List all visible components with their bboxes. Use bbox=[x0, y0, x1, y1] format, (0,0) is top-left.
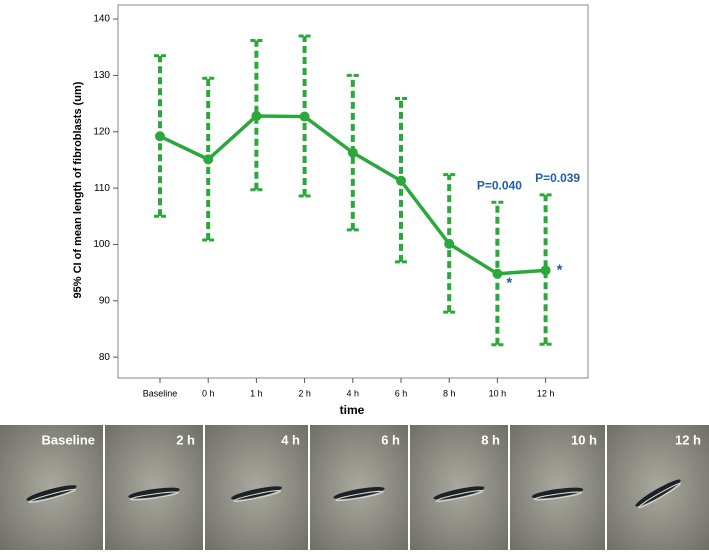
micrograph bbox=[410, 425, 508, 550]
x-tick-label: 1 h bbox=[250, 388, 263, 398]
cell bbox=[333, 487, 385, 499]
x-axis-title: time bbox=[340, 403, 365, 417]
mean-point bbox=[155, 131, 165, 142]
mean-point bbox=[540, 265, 551, 276]
y-tick-label: 90 bbox=[99, 295, 111, 306]
x-tick-label: 2 h bbox=[298, 388, 311, 398]
micrograph bbox=[510, 425, 605, 550]
mean-point bbox=[347, 147, 358, 158]
cell-halo bbox=[638, 482, 681, 509]
cell-halo bbox=[335, 490, 384, 502]
p-value: P=0.040 bbox=[477, 178, 522, 192]
micrograph bbox=[310, 425, 408, 550]
x-tick-label: 8 h bbox=[443, 388, 456, 398]
micrograph bbox=[0, 425, 103, 550]
mean-point bbox=[396, 175, 406, 186]
micrograph bbox=[205, 425, 308, 550]
cell-halo bbox=[130, 491, 179, 501]
micrograph-label: 4 h bbox=[281, 432, 300, 447]
y-tick-label: 130 bbox=[93, 70, 110, 81]
cell-halo bbox=[435, 490, 484, 502]
y-tick-label: 100 bbox=[93, 239, 110, 250]
significance-star: * bbox=[557, 261, 563, 278]
y-tick-label: 110 bbox=[94, 183, 110, 194]
mean-point bbox=[299, 111, 310, 122]
mean-point bbox=[444, 238, 455, 249]
x-tick-label: 12 h bbox=[537, 388, 555, 398]
error-bar bbox=[539, 193, 552, 346]
cell-halo bbox=[533, 491, 583, 501]
micrograph-label: Baseline bbox=[42, 432, 95, 447]
x-tick-label: 0 h bbox=[202, 388, 215, 398]
micrograph-label: 12 h bbox=[675, 432, 701, 447]
y-tick-label: 80 bbox=[99, 352, 111, 363]
y-tick-label: 140 bbox=[93, 14, 110, 25]
mean-point bbox=[492, 268, 503, 279]
micrograph-label: 10 h bbox=[571, 432, 597, 447]
x-tick-label: Baseline bbox=[143, 388, 178, 398]
significance-star: * bbox=[506, 275, 512, 292]
x-tick-label: 10 h bbox=[489, 388, 507, 398]
mean-point bbox=[251, 110, 262, 121]
y-tick-label: 120 bbox=[93, 126, 110, 137]
cell bbox=[26, 485, 77, 501]
micrograph bbox=[607, 425, 709, 550]
p-value: P=0.039 bbox=[535, 171, 580, 185]
cell-halo bbox=[233, 490, 282, 502]
cell bbox=[433, 486, 485, 500]
cell-halo bbox=[28, 488, 76, 503]
cell bbox=[231, 486, 282, 500]
micrograph bbox=[105, 425, 203, 550]
mean-point bbox=[203, 154, 214, 165]
x-tick-label: 6 h bbox=[395, 388, 408, 398]
micrograph-label: 2 h bbox=[176, 432, 195, 447]
micrograph-label: 6 h bbox=[381, 432, 400, 447]
error-bar bbox=[250, 38, 263, 192]
cell bbox=[635, 479, 681, 507]
micrograph-label: 8 h bbox=[481, 432, 500, 447]
x-tick-label: 4 h bbox=[347, 388, 360, 398]
y-axis-title: 95% CI of mean length of fibroblasts (um… bbox=[72, 81, 84, 298]
